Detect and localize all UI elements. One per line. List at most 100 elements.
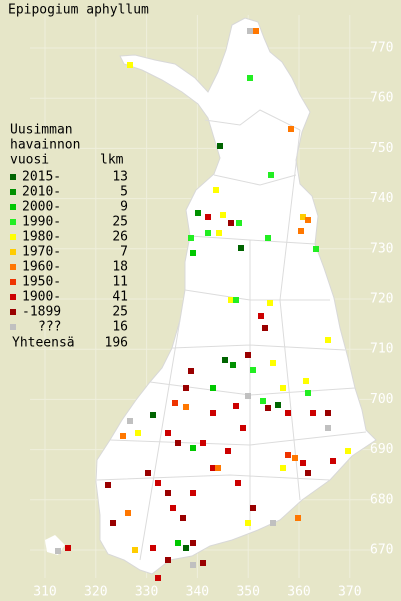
observation-square xyxy=(247,75,253,81)
observation-square xyxy=(275,402,281,408)
legend-label: 2015- xyxy=(22,170,61,185)
observation-square xyxy=(150,545,156,551)
observation-square xyxy=(267,300,273,306)
y-label: 710 xyxy=(370,342,393,357)
x-label: 320 xyxy=(84,585,107,600)
legend-total-label: Yhteensä xyxy=(12,336,75,351)
legend-count: 13 xyxy=(112,170,128,185)
observation-square xyxy=(155,575,161,581)
observation-square xyxy=(155,480,161,486)
legend-header: havainnon xyxy=(10,138,80,153)
observation-square xyxy=(225,448,231,454)
y-label: 770 xyxy=(370,41,393,56)
legend-count: 9 xyxy=(120,200,128,215)
observation-square xyxy=(127,418,133,424)
legend-label: 1970- xyxy=(22,245,61,260)
observation-square xyxy=(233,403,239,409)
observation-square xyxy=(280,385,286,391)
observation-square xyxy=(245,393,251,399)
legend-swatch xyxy=(10,249,16,255)
y-label: 690 xyxy=(370,442,393,457)
legend-header: Uusimman xyxy=(10,123,73,138)
observation-square xyxy=(190,445,196,451)
observation-square xyxy=(285,410,291,416)
observation-square xyxy=(145,470,151,476)
observation-square xyxy=(195,210,201,216)
observation-square xyxy=(125,510,131,516)
observation-square xyxy=(310,410,316,416)
observation-square xyxy=(250,367,256,373)
y-label: 720 xyxy=(370,292,393,307)
observations xyxy=(55,28,351,581)
legend-swatch xyxy=(10,309,16,315)
observation-square xyxy=(170,505,176,511)
observation-square xyxy=(172,400,178,406)
y-label: 730 xyxy=(370,241,393,256)
x-label: 340 xyxy=(186,585,209,600)
legend-swatch xyxy=(10,264,16,270)
observation-square xyxy=(165,430,171,436)
legend-label: 1980- xyxy=(22,230,61,245)
observation-square xyxy=(325,425,331,431)
observation-square xyxy=(270,520,276,526)
observation-square xyxy=(188,368,194,374)
observation-square xyxy=(175,540,181,546)
legend-swatch xyxy=(10,279,16,285)
observation-square xyxy=(105,482,111,488)
legend-count: 16 xyxy=(112,320,128,335)
observation-square xyxy=(262,325,268,331)
legend-label: 1900- xyxy=(22,290,61,305)
observation-square xyxy=(300,460,306,466)
legend-count-header: lkm xyxy=(100,153,124,168)
observation-square xyxy=(228,220,234,226)
legend-label: -1899 xyxy=(22,305,61,320)
observation-square xyxy=(65,545,71,551)
observation-square xyxy=(217,143,223,149)
observation-square xyxy=(247,28,253,34)
x-label: 370 xyxy=(338,585,361,600)
legend-label: 1950- xyxy=(22,275,61,290)
legend-count: 5 xyxy=(120,185,128,200)
observation-square xyxy=(295,515,301,521)
legend-count: 25 xyxy=(112,215,128,230)
legend-label: 1990- xyxy=(22,215,61,230)
observation-square xyxy=(298,228,304,234)
observation-square xyxy=(305,390,311,396)
legend-label: 2000- xyxy=(22,200,61,215)
observation-square xyxy=(120,433,126,439)
legend-label: 1960- xyxy=(22,260,61,275)
observation-square xyxy=(205,230,211,236)
observation-square xyxy=(238,245,244,251)
observation-square xyxy=(205,214,211,220)
legend-swatch xyxy=(10,174,16,180)
observation-square xyxy=(200,440,206,446)
legend-total: 196 xyxy=(105,336,128,351)
observation-square xyxy=(305,217,311,223)
observation-square xyxy=(132,547,138,553)
legend-swatch xyxy=(10,324,16,330)
observation-square xyxy=(300,214,306,220)
observation-square xyxy=(258,313,264,319)
observation-square xyxy=(345,448,351,454)
observation-square xyxy=(188,235,194,241)
legend-header: vuosi xyxy=(10,153,49,168)
observation-square xyxy=(280,465,286,471)
x-label: 350 xyxy=(236,585,259,600)
observation-square xyxy=(330,458,336,464)
observation-square xyxy=(233,297,239,303)
map-title: Epipogium aphyllum xyxy=(8,3,149,18)
observation-square xyxy=(165,490,171,496)
observation-square xyxy=(215,465,221,471)
legend-count: 7 xyxy=(120,245,128,260)
observation-square xyxy=(245,352,251,358)
legend-count: 25 xyxy=(112,305,128,320)
x-label: 330 xyxy=(135,585,158,600)
observation-square xyxy=(292,455,298,461)
observation-square xyxy=(190,562,196,568)
observation-square xyxy=(265,405,271,411)
legend-swatch xyxy=(10,219,16,225)
observation-square xyxy=(216,230,222,236)
observation-square xyxy=(210,465,216,471)
legend-count: 41 xyxy=(112,290,128,305)
